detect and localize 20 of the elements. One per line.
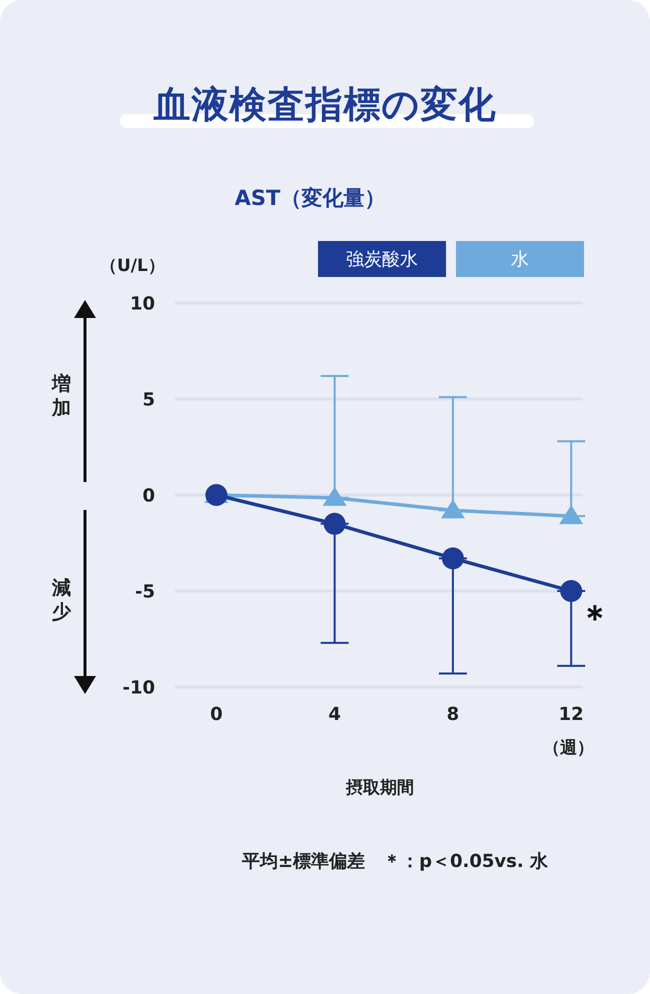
text: 減少	[52, 576, 72, 624]
x-tick-label: 4	[328, 704, 341, 725]
text: 増加	[52, 372, 72, 420]
x-axis-title: 摂取期間	[344, 777, 415, 799]
y-tick-label: 0	[142, 485, 155, 506]
y-tick-label: 10	[130, 293, 155, 314]
annotation: ＊	[578, 598, 612, 638]
chart-title: 血液検査指標の変化	[152, 82, 498, 128]
text: 平均±標準偏差 ＊：p＜0.05vs. 水	[241, 850, 549, 873]
text: 強炭酸水	[318, 241, 446, 277]
x-tick-label: 12	[558, 704, 584, 725]
text: 水	[456, 241, 584, 277]
y-tick-label: -10	[122, 677, 155, 698]
y-tick-label: 5	[142, 389, 155, 410]
chart-subtitle: AST（変化量）	[234, 185, 386, 212]
text: （週）	[543, 737, 594, 759]
y-axis-title: （U/L）	[100, 255, 165, 277]
x-tick-label: 8	[446, 704, 460, 725]
y-tick-label: -5	[135, 581, 155, 602]
x-tick-label: 0	[210, 704, 223, 725]
